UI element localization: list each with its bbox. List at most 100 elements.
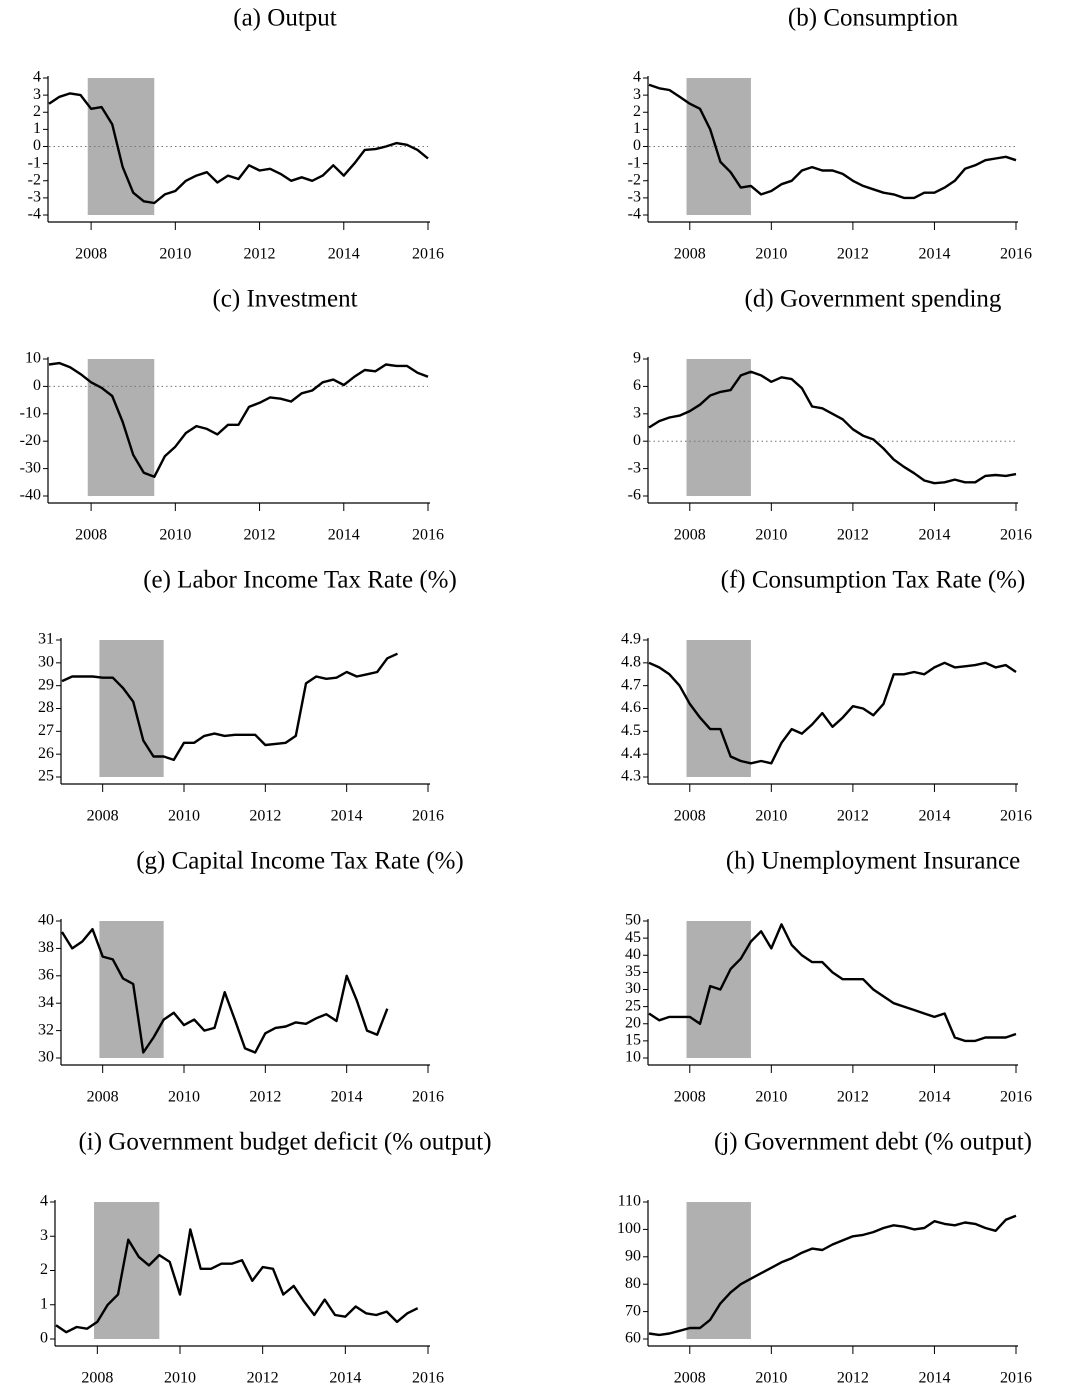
- recession-shade: [686, 640, 751, 777]
- panel-title: (d) Government spending: [745, 286, 1002, 313]
- y-tick-label: 38: [38, 939, 54, 956]
- x-tick-label: 2010: [755, 246, 787, 263]
- x-tick-label: 2014: [331, 1089, 363, 1106]
- y-tick-label: 4: [33, 69, 41, 86]
- y-tick-label: 1: [33, 120, 41, 137]
- x-tick-label: 2008: [674, 1089, 706, 1106]
- y-tick-label: 100: [617, 1220, 641, 1237]
- panel-title: (a) Output: [233, 5, 336, 32]
- recession-shade: [94, 1202, 160, 1339]
- panel-title: (f) Consumption Tax Rate (%): [721, 567, 1026, 594]
- data-line: [648, 661, 1017, 765]
- panel-title: (i) Government budget deficit (% output): [78, 1129, 491, 1156]
- y-tick-label: 0: [633, 432, 641, 449]
- y-tick-label: -10: [20, 404, 41, 421]
- x-tick-label: 2014: [918, 246, 950, 263]
- y-tick-label: -40: [20, 487, 41, 504]
- y-tick-label: 4: [633, 69, 641, 86]
- y-tick-label: -3: [28, 189, 41, 206]
- x-tick-label: 2012: [837, 808, 869, 825]
- data-line: [55, 1228, 419, 1334]
- x-tick-label: 2016: [412, 246, 444, 263]
- y-tick-label: 25: [625, 997, 641, 1014]
- x-tick-label: 2014: [328, 527, 360, 544]
- x-tick-label: 2010: [755, 1089, 787, 1106]
- x-tick-label: 2008: [87, 808, 119, 825]
- y-tick-label: 10: [625, 1049, 641, 1066]
- x-tick-label: 2008: [81, 1370, 113, 1387]
- y-tick-label: 0: [33, 137, 41, 154]
- x-tick-label: 2008: [674, 808, 706, 825]
- y-tick-label: 4.3: [621, 768, 641, 785]
- x-tick-label: 2012: [249, 808, 281, 825]
- panel-title: (c) Investment: [212, 286, 357, 313]
- y-tick-label: -30: [20, 459, 41, 476]
- y-tick-label: 36: [38, 966, 54, 983]
- y-tick-label: 0: [633, 137, 641, 154]
- y-tick-label: 30: [625, 980, 641, 997]
- y-tick-label: 25: [38, 768, 54, 785]
- x-tick-label: 2010: [755, 1370, 787, 1387]
- x-tick-label: 2012: [247, 1370, 279, 1387]
- y-tick-label: 3: [633, 404, 641, 421]
- data-line: [60, 928, 389, 1054]
- recession-shade: [99, 921, 164, 1058]
- recession-shade: [686, 359, 751, 496]
- x-tick-label: 2016: [1000, 527, 1032, 544]
- y-tick-label: 0: [33, 377, 41, 394]
- data-line: [648, 1214, 1017, 1337]
- y-tick-label: 1: [40, 1295, 48, 1312]
- panel-title: (h) Unemployment Insurance: [726, 848, 1020, 875]
- panel-title: (b) Consumption: [788, 5, 959, 32]
- x-tick-label: 2014: [329, 1370, 361, 1387]
- x-tick-label: 2008: [75, 246, 107, 263]
- x-tick-label: 2014: [918, 808, 950, 825]
- y-tick-label: 27: [38, 722, 54, 739]
- x-tick-label: 2010: [755, 527, 787, 544]
- y-tick-label: 4: [40, 1193, 48, 1210]
- y-tick-label: 4.7: [621, 676, 641, 693]
- x-tick-label: 2012: [244, 246, 276, 263]
- y-tick-label: 2: [633, 103, 641, 120]
- x-tick-label: 2010: [168, 808, 200, 825]
- x-tick-label: 2010: [159, 246, 191, 263]
- y-tick-label: -3: [628, 459, 641, 476]
- x-tick-label: 2016: [1000, 1089, 1032, 1106]
- x-tick-label: 2008: [674, 527, 706, 544]
- x-tick-label: 2016: [1000, 246, 1032, 263]
- y-tick-label: 34: [38, 994, 54, 1011]
- x-tick-label: 2008: [674, 1370, 706, 1387]
- y-tick-label: 4.9: [621, 631, 641, 648]
- y-tick-label: 4.4: [621, 745, 641, 762]
- x-tick-label: 2010: [164, 1370, 196, 1387]
- y-tick-label: -4: [628, 206, 641, 223]
- data-line: [648, 83, 1017, 200]
- y-tick-label: 2: [40, 1261, 48, 1278]
- y-tick-label: 6: [633, 377, 641, 394]
- x-tick-label: 2016: [1000, 1370, 1032, 1387]
- x-tick-label: 2010: [755, 808, 787, 825]
- x-tick-label: 2012: [837, 527, 869, 544]
- y-tick-label: 20: [625, 1014, 641, 1031]
- y-tick-label: 50: [625, 912, 641, 929]
- y-tick-label: 10: [25, 350, 41, 367]
- recession-shade: [686, 1202, 751, 1339]
- x-tick-label: 2010: [168, 1089, 200, 1106]
- y-tick-label: -20: [20, 432, 41, 449]
- y-tick-label: 30: [38, 654, 54, 671]
- x-tick-label: 2008: [75, 527, 107, 544]
- x-tick-label: 2012: [837, 1370, 869, 1387]
- y-tick-label: 35: [625, 963, 641, 980]
- panel-title: (g) Capital Income Tax Rate (%): [136, 848, 464, 875]
- data-line: [648, 370, 1017, 485]
- x-tick-label: 2016: [1000, 808, 1032, 825]
- x-tick-label: 2014: [328, 246, 360, 263]
- panel-title: (e) Labor Income Tax Rate (%): [143, 567, 457, 594]
- y-tick-label: 3: [40, 1227, 48, 1244]
- y-tick-label: 45: [625, 929, 641, 946]
- data-line: [648, 923, 1017, 1043]
- data-line: [48, 92, 429, 205]
- y-tick-label: 31: [38, 631, 54, 648]
- y-tick-label: -1: [28, 154, 41, 171]
- x-tick-label: 2008: [674, 246, 706, 263]
